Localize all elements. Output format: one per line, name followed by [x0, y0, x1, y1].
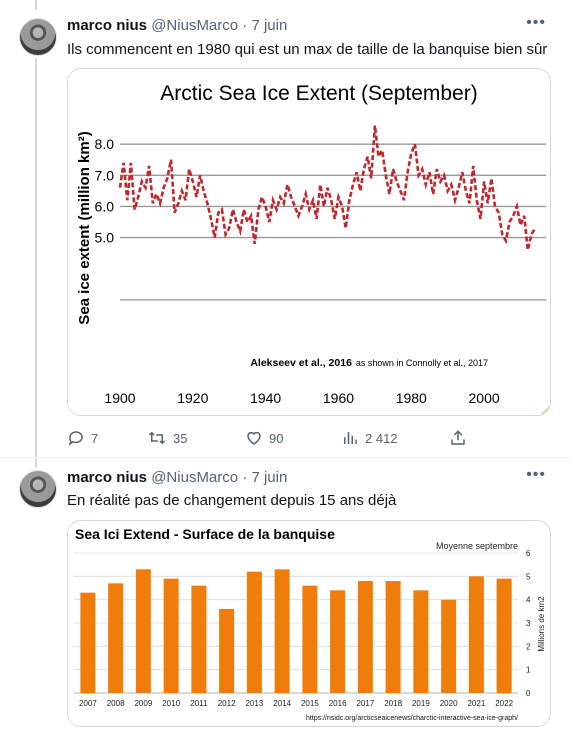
- y-tick-label: 8.0: [95, 136, 115, 152]
- y-tick-label: 7.0: [95, 167, 115, 183]
- thread-line: [35, 58, 37, 458]
- like-button[interactable]: 90: [245, 429, 283, 447]
- bar-2015: [302, 585, 318, 693]
- tweet-image[interactable]: Sea Ici Extend - Surface de la banquise …: [67, 520, 551, 727]
- x-tick-label: 2014: [273, 699, 291, 708]
- y-tick-label: 1: [526, 666, 531, 675]
- more-options-icon[interactable]: •••: [526, 466, 546, 483]
- bar-2019: [413, 590, 429, 693]
- views-button[interactable]: 2 412: [341, 429, 398, 447]
- chart-title: Arctic Sea Ice Extent (September): [160, 82, 477, 105]
- ice-extent-series: [118, 125, 537, 251]
- heart-icon: [247, 431, 261, 445]
- reply-count: 7: [91, 430, 99, 446]
- reply-icon: [68, 431, 83, 446]
- x-tick-label: 2016: [329, 699, 347, 708]
- bar-chart: Sea Ici Extend - Surface de la banquise …: [68, 521, 550, 726]
- citation-rest: as shown in Connolly et al., 2017: [356, 358, 488, 368]
- author-name[interactable]: marco nius: [67, 469, 148, 486]
- author-handle[interactable]: @NiusMarco: [151, 469, 239, 486]
- chart-legend: Moyenne septembre: [436, 541, 518, 551]
- y-tick-label: 6: [526, 549, 531, 558]
- x-tick-label: 2008: [107, 699, 125, 708]
- x-tick-label: 2012: [218, 699, 236, 708]
- x-tick-label: 2007: [79, 699, 97, 708]
- bar-2008: [108, 583, 124, 693]
- bar-2011: [191, 585, 207, 693]
- x-tick-label: 1980: [396, 390, 427, 406]
- bar-2007: [80, 592, 96, 693]
- x-tick-label: 2019: [412, 699, 430, 708]
- bar-2009: [135, 569, 151, 693]
- reply-button[interactable]: 7: [67, 429, 98, 447]
- source-url: https://nsidc.org/arcticseaicenews/charc…: [306, 715, 518, 722]
- bar-2018: [385, 581, 401, 693]
- chart-title: Sea Ici Extend - Surface de la banquise: [75, 526, 335, 542]
- x-tick-label: 1900: [104, 390, 135, 406]
- tweet-divider: [0, 457, 572, 458]
- tweet-text: En réalité pas de changement depuis 15 a…: [67, 492, 397, 509]
- x-tick-label: 2022: [495, 699, 513, 708]
- tweet-actions: 7 35 90 2 412: [67, 429, 467, 449]
- views-icon: [344, 432, 357, 444]
- tweet-text: Ils commencent en 1980 qui est un max de…: [67, 41, 548, 58]
- tweet-header: marco nius @NiusMarco · 7 juin: [67, 17, 287, 34]
- retweet-icon: [148, 431, 166, 445]
- thread-line-top: [35, 0, 37, 10]
- views-count: 2 412: [365, 430, 398, 446]
- x-tick-label: 2000: [469, 390, 500, 406]
- x-tick-label: 1940: [250, 390, 281, 406]
- bar-2012: [219, 609, 235, 693]
- citation-bold: Alekseev et al., 2016: [250, 357, 352, 369]
- x-tick-label: 2011: [190, 699, 208, 708]
- y-tick-label: 4: [526, 596, 531, 605]
- y-tick-label: 5: [526, 572, 531, 581]
- avatar[interactable]: [19, 470, 57, 508]
- tweet-date[interactable]: · 7 juin: [242, 469, 288, 486]
- bar-2014: [274, 569, 290, 693]
- tweet-image[interactable]: Arctic Sea Ice Extent (September) Sea ic…: [67, 68, 551, 416]
- x-tick-label: 2009: [134, 699, 152, 708]
- bar-2017: [357, 581, 373, 693]
- chart-citation: Alekseev et al., 2016 as shown in Connoll…: [250, 357, 488, 369]
- x-tick-label: 2021: [467, 699, 485, 708]
- tweet-header: marco nius @NiusMarco · 7 juin: [67, 469, 287, 486]
- bar-2021: [468, 576, 484, 693]
- retweet-button[interactable]: 35: [147, 429, 187, 447]
- x-tick-label: 1960: [323, 390, 354, 406]
- retweet-count: 35: [173, 430, 188, 446]
- bar-2010: [163, 578, 179, 693]
- y-axis-label: Sea ice extent (million km²): [76, 131, 93, 324]
- x-tick-label: 1920: [177, 390, 208, 406]
- x-tick-label: 2017: [356, 699, 374, 708]
- x-tick-label: 2015: [301, 699, 319, 708]
- y-tick-label: 6.0: [95, 198, 115, 214]
- line-chart: Arctic Sea Ice Extent (September) Sea ic…: [68, 69, 550, 415]
- tweet-date[interactable]: · 7 juin: [242, 17, 288, 34]
- y-tick-label: 5.0: [95, 230, 115, 246]
- y-tick-label: 3: [526, 619, 531, 628]
- y-tick-label: 0: [526, 689, 531, 698]
- tweet-2[interactable]: marco nius @NiusMarco · 7 juin ••• En ré…: [0, 458, 572, 731]
- bar-2022: [496, 578, 512, 693]
- y-tick-label: 2: [526, 642, 531, 651]
- share-button[interactable]: [449, 429, 467, 447]
- bar-2020: [441, 599, 457, 693]
- author-handle[interactable]: @NiusMarco: [151, 17, 239, 34]
- x-tick-label: 2018: [384, 699, 402, 708]
- x-tick-label: 2020: [440, 699, 458, 708]
- bar-2013: [246, 571, 262, 693]
- tweet-1[interactable]: marco nius @NiusMarco · 7 juin ••• Ils c…: [0, 0, 572, 458]
- x-tick-label: 2013: [245, 699, 263, 708]
- bar-2016: [330, 590, 346, 693]
- more-options-icon[interactable]: •••: [526, 14, 546, 31]
- thread-line-top: [35, 458, 37, 468]
- share-icon: [451, 430, 465, 445]
- avatar[interactable]: [19, 18, 57, 56]
- like-count: 90: [269, 430, 284, 446]
- author-name[interactable]: marco nius: [67, 17, 148, 34]
- x-tick-label: 2010: [162, 699, 180, 708]
- y-axis-label: Millions de km2: [537, 596, 546, 652]
